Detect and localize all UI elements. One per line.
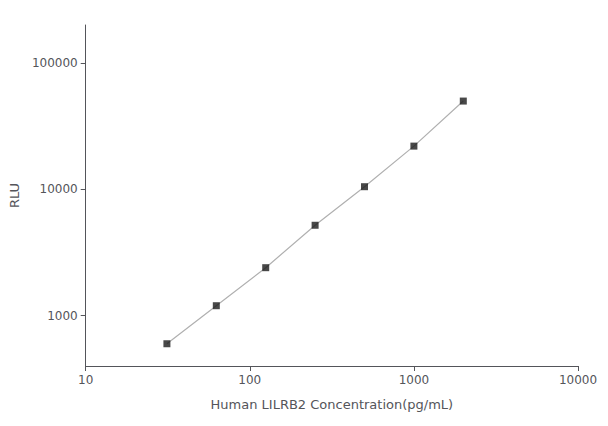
- svg-text:RLU: RLU: [7, 183, 22, 208]
- svg-text:100: 100: [238, 373, 261, 387]
- svg-text:100000: 100000: [32, 56, 78, 70]
- svg-text:1000: 1000: [399, 373, 430, 387]
- svg-text:Human LILRB2 Concentration(pg/: Human LILRB2 Concentration(pg/mL): [211, 397, 454, 412]
- svg-text:10000: 10000: [40, 182, 78, 196]
- svg-text:10: 10: [78, 373, 93, 387]
- svg-text:1000: 1000: [47, 309, 78, 323]
- svg-text:10000: 10000: [559, 373, 597, 387]
